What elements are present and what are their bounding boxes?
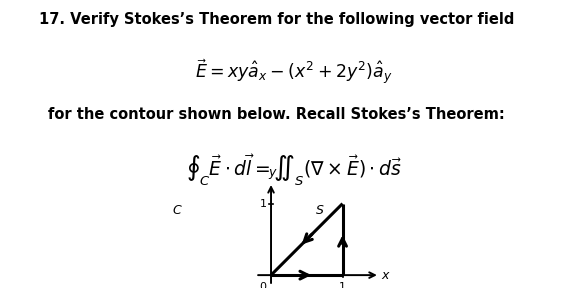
Text: $x$: $x$: [381, 269, 391, 282]
Text: $\oint_C \vec{E} \cdot d\vec{l} = \iint_S (\nabla \times \vec{E}) \cdot d\vec{s}: $\oint_C \vec{E} \cdot d\vec{l} = \iint_…: [186, 153, 402, 188]
Text: for the contour shown below. Recall Stokes’s Theorem:: for the contour shown below. Recall Stok…: [48, 107, 505, 122]
Text: $\vec{E} = xy\hat{a}_x - (x^2 + 2y^2)\hat{a}_y$: $\vec{E} = xy\hat{a}_x - (x^2 + 2y^2)\ha…: [195, 58, 393, 86]
Text: 17. Verify Stokes’s Theorem for the following vector field: 17. Verify Stokes’s Theorem for the foll…: [39, 12, 514, 26]
Text: $y$: $y$: [268, 167, 278, 181]
Text: $C$: $C$: [172, 204, 183, 217]
Text: $S$: $S$: [315, 204, 324, 217]
Text: 1: 1: [339, 282, 346, 288]
Text: 1: 1: [260, 199, 267, 209]
Text: 0: 0: [260, 282, 267, 288]
